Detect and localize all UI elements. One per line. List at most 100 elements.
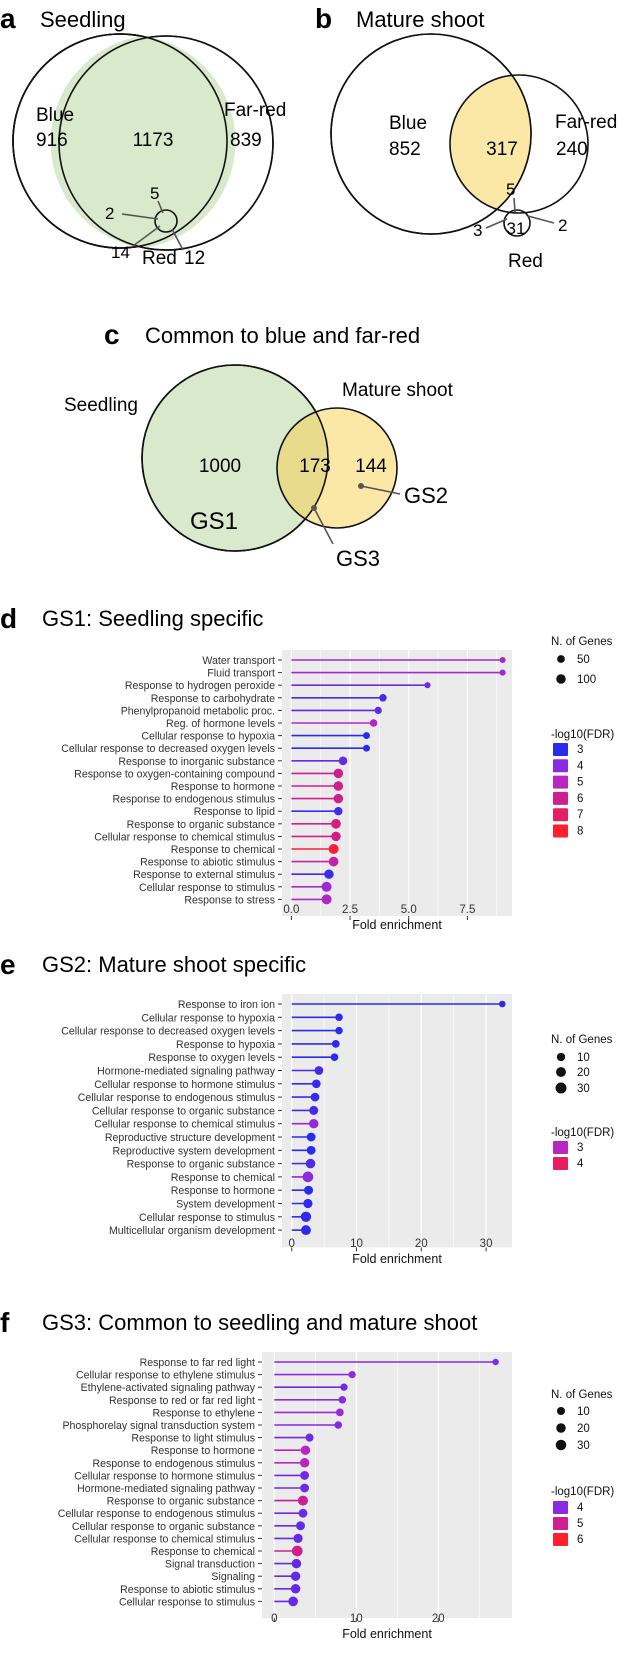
- chart-d-point: [321, 881, 332, 892]
- venn-a-red-label: Red: [142, 248, 177, 269]
- chart-f-term-label: Response to endogenous stimulus: [92, 1458, 255, 1470]
- chart-e-term-label: Cellular response to organic substance: [92, 1105, 275, 1117]
- chart-e-term-label: Response to hormone: [171, 1185, 275, 1197]
- venn-b-farred-red-count: 2: [558, 216, 567, 235]
- chart-f-point: [300, 1483, 310, 1493]
- chart-e-point: [304, 1185, 314, 1195]
- chart-f-term-label: Phosphorelay signal transduction system: [62, 1420, 255, 1432]
- chart-e-point: [309, 1118, 319, 1129]
- venn-a-blue-red-count: 2: [105, 204, 114, 223]
- chart-d-term-label: Response to hormone: [171, 781, 275, 793]
- chart-f-size-legend-label: 10: [577, 1406, 590, 1418]
- venn-panel-a: a Seedling Blue 916 Far-red 839 1173 5 2…: [0, 3, 286, 269]
- chart-f-title: GS3: Common to seedling and mature shoot: [42, 1310, 477, 1335]
- panel-label-f: f: [0, 1307, 10, 1338]
- venn-b-blue-label: Blue: [389, 113, 427, 134]
- chart-f-term-label: Response to ethylene: [153, 1407, 256, 1419]
- chart-e-point: [301, 1225, 311, 1236]
- chart-d-term-label: Response to carbohydrate: [151, 693, 275, 705]
- chart-d-point: [334, 807, 343, 816]
- chart-e-term-label: Cellular response to chemical stimulus: [94, 1119, 275, 1131]
- panel-label-d: d: [0, 603, 17, 634]
- chart-d-point: [379, 694, 387, 702]
- chart-e-term-label: Response to organic substance: [127, 1159, 276, 1171]
- chart-f-size-legend-label: 30: [577, 1440, 590, 1452]
- chart-d-point: [369, 719, 378, 727]
- chart-f-color-legend-swatch: [553, 1517, 568, 1530]
- chart-e-point: [311, 1079, 321, 1089]
- chart-f-point: [291, 1558, 302, 1569]
- chart-e-point: [302, 1171, 314, 1183]
- chart-e-color-legend-swatch: [553, 1157, 568, 1170]
- chart-d-size-legend-title: N. of Genes: [551, 636, 613, 648]
- chart-f-point: [297, 1495, 309, 1506]
- venn-c-gs2-label: GS2: [404, 483, 448, 508]
- chart-e-point: [303, 1198, 313, 1209]
- chart-d-point: [374, 706, 382, 715]
- chart-d-color-legend-label: 3: [577, 744, 583, 756]
- chart-d-term-label: Cellular response to stimulus: [139, 882, 275, 894]
- venn-c-mature-label: Mature shoot: [342, 380, 454, 401]
- chart-d-color-legend-title: -log10(FDR): [551, 729, 614, 741]
- chart-f-term-label: Hormone-mediated signaling pathway: [77, 1483, 256, 1495]
- chart-f-color-legend-title: -log10(FDR): [551, 1486, 614, 1498]
- venn-a-red-only-count: 14: [111, 243, 130, 262]
- chart-e-term-label: System development: [176, 1199, 275, 1211]
- chart-f-term-label: Signal transduction: [165, 1559, 255, 1571]
- chart-f-color-legend-label: 4: [577, 1502, 584, 1514]
- chart-e-color-legend-title: -log10(FDR): [551, 1127, 614, 1139]
- panel-label-b: b: [315, 3, 332, 34]
- venn-b-title: Mature shoot: [356, 7, 484, 32]
- venn-c-seedling-count: 1000: [199, 456, 241, 477]
- chart-d-color-legend-swatch: [553, 824, 568, 838]
- chart-d-point: [333, 781, 344, 791]
- chart-d-point: [499, 669, 506, 676]
- venn-a-overlap-count: 1173: [133, 130, 174, 151]
- chart-e-term-label: Hormone-mediated signaling pathway: [97, 1066, 276, 1078]
- chart-e-term-label: Response to oxygen levels: [148, 1052, 275, 1064]
- venn-panel-c: c Common to blue and far-red Seedling Ma…: [64, 319, 454, 571]
- venn-c-mature-count: 144: [355, 456, 387, 477]
- venn-c-gs3-label: GS3: [336, 546, 380, 571]
- chart-f-xtick-label: 20: [432, 1613, 445, 1625]
- chart-d-term-label: Response to hydrogen peroxide: [125, 680, 275, 692]
- chart-f-term-label: Signaling: [211, 1571, 255, 1583]
- chart-d-size-legend-label: 100: [577, 674, 596, 686]
- venn-b-farred-label: Far-red: [555, 112, 617, 133]
- lollipop-chart-gs2: e GS2: Mature shoot specific Response to i…: [0, 949, 614, 1266]
- chart-f-point: [305, 1433, 314, 1442]
- venn-b-overlap-fill: [450, 75, 531, 210]
- chart-e-point: [300, 1211, 312, 1222]
- venn-b-blue-count: 852: [389, 139, 421, 160]
- venn-a-overlap-fill: [59, 37, 227, 247]
- chart-e-size-legend-label: 30: [577, 1083, 590, 1095]
- chart-f-point: [338, 1396, 347, 1404]
- chart-e-term-label: Response to hypoxia: [176, 1039, 275, 1051]
- venn-b-blue-red-count: 3: [473, 221, 482, 240]
- chart-f-term-label: Cellular response to endogenous stimulus: [58, 1508, 255, 1520]
- chart-d-point: [333, 793, 344, 804]
- chart-e-point: [335, 1013, 343, 1022]
- chart-e-xtick-label: 10: [350, 1238, 363, 1250]
- chart-f-point: [296, 1521, 306, 1531]
- chart-e-size-legend-title: N. of Genes: [551, 1034, 613, 1046]
- venn-a-red-circle: [154, 209, 178, 233]
- venn-b-red-only-count: 31: [507, 219, 526, 238]
- chart-f-xlabel: Fold enrichment: [342, 1627, 432, 1641]
- chart-f-point: [348, 1370, 356, 1379]
- chart-f-term-label: Cellular response to ethylene stimulus: [76, 1370, 255, 1382]
- chart-f-point: [293, 1533, 303, 1544]
- chart-f-term-label: Response to light stimulus: [131, 1433, 255, 1445]
- chart-f-color-legend-swatch: [553, 1533, 568, 1546]
- chart-f-point: [300, 1445, 311, 1455]
- chart-e-term-label: Cellular response to endogenous stimulus: [78, 1092, 275, 1104]
- panel-label-a: a: [0, 3, 16, 34]
- chart-e-color-legend-label: 4: [577, 1158, 584, 1170]
- chart-d-term-label: Water transport: [202, 655, 275, 667]
- chart-d-point: [499, 656, 506, 664]
- chart-d-color-legend-label: 6: [577, 793, 583, 805]
- venn-c-gs1-label: GS1: [190, 508, 238, 535]
- chart-d-point: [331, 831, 341, 842]
- chart-d-color-legend-label: 5: [577, 777, 583, 789]
- venn-a-blue-label: Blue: [36, 105, 74, 126]
